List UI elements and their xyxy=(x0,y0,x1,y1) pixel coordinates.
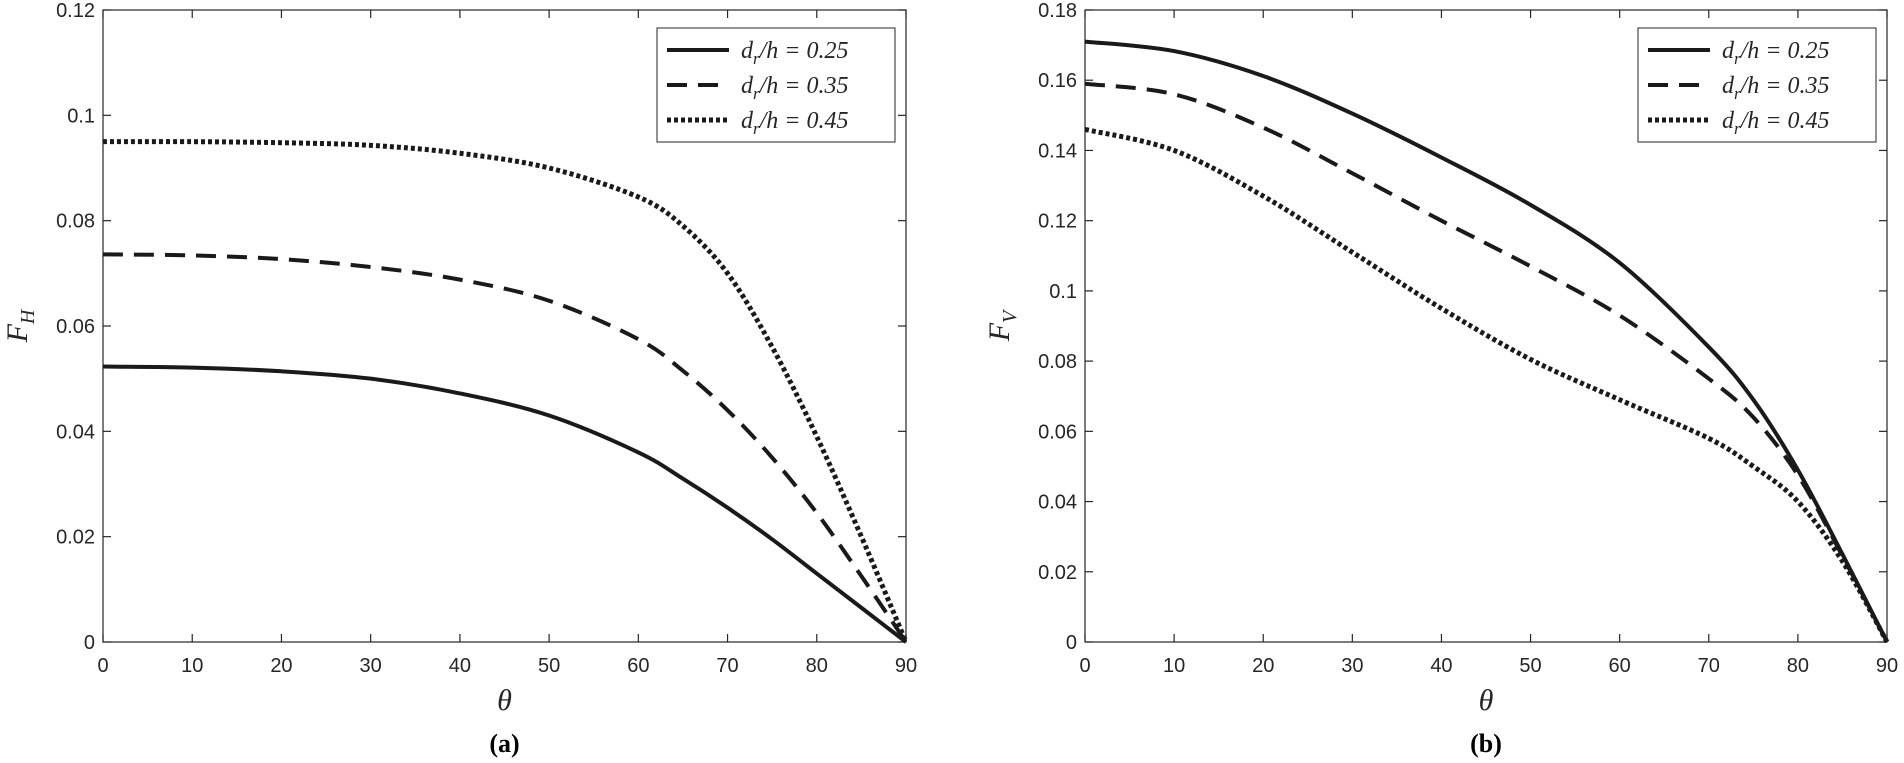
y-axis-label-subscript: V xyxy=(999,308,1021,323)
y-tick-label: 0.02 xyxy=(1038,562,1077,584)
x-tick-label: 50 xyxy=(1519,655,1541,677)
x-tick-label: 60 xyxy=(627,655,649,677)
series-line-dotted xyxy=(1084,126,1890,644)
panel-label: (a) xyxy=(489,729,519,758)
legend-text-part: /h = 0.25 xyxy=(758,38,849,64)
legend-text-part: /h = 0.35 xyxy=(758,73,849,99)
legend-box xyxy=(1637,27,1877,143)
x-tick-label: 90 xyxy=(1876,655,1898,677)
plot-area-b xyxy=(1084,9,1888,643)
legend-subscript: r xyxy=(753,84,760,103)
x-tick-label: 80 xyxy=(1787,655,1809,677)
series-line-solid xyxy=(102,364,908,644)
x-tick-label: 50 xyxy=(538,655,560,677)
series-line-solid xyxy=(1084,39,1889,643)
x-tick-label: 0 xyxy=(97,655,108,677)
legend-text-part: d xyxy=(1722,73,1735,99)
y-tick-label: 0 xyxy=(1066,632,1077,654)
legend-entry-label: dr/h = 0.45 xyxy=(1722,108,1830,138)
y-tick-label: 0.16 xyxy=(1038,70,1077,92)
y-tick-label: 0.06 xyxy=(1038,421,1077,443)
series-line-dashed xyxy=(1084,81,1889,643)
legend-text-part: /h = 0.35 xyxy=(1739,73,1830,99)
x-tick-label: 10 xyxy=(1163,655,1185,677)
y-tick-label: 0.08 xyxy=(1038,351,1077,373)
y-tick-label: 0.12 xyxy=(56,0,95,22)
y-axis-label-subscript: H xyxy=(17,308,39,325)
series-line-dotted xyxy=(102,139,909,643)
y-tick-label: 0.1 xyxy=(67,105,95,127)
legend-box xyxy=(656,27,896,143)
chart-panel-a: 0 10 20 30 40 50 60 70 80 90 0 0.02 0.04 0.06 0.08 0.1 0… xyxy=(1,0,917,758)
y-tick-label: 0.04 xyxy=(1038,492,1077,514)
x-tick-label: 60 xyxy=(1609,655,1631,677)
legend-text-part: /h = 0.45 xyxy=(1739,108,1830,134)
legend-text-part: d xyxy=(741,73,754,99)
x-tick-label: 70 xyxy=(716,655,738,677)
x-tick-label: 80 xyxy=(806,655,828,677)
y-tick-label: 0.18 xyxy=(1038,0,1077,22)
legend-text-part: d xyxy=(741,38,754,64)
x-axis-label: θ xyxy=(497,684,512,717)
x-tick-label: 10 xyxy=(181,655,203,677)
legend-subscript: r xyxy=(753,49,760,68)
legend-entry-label: dr/h = 0.45 xyxy=(741,108,849,138)
x-axis-label: θ xyxy=(1479,684,1494,717)
x-tick-label: 0 xyxy=(1079,655,1090,677)
panel-label: (b) xyxy=(1470,729,1502,758)
legend-text-part: d xyxy=(1722,38,1735,64)
legend-entry-label: dr/h = 0.35 xyxy=(1722,73,1830,103)
y-axis-label-main: F xyxy=(1,323,34,343)
y-tick-label: 0.04 xyxy=(56,421,95,443)
legend-subscript: r xyxy=(1734,49,1741,68)
x-tick-label: 20 xyxy=(270,655,292,677)
legend-text-part: /h = 0.25 xyxy=(1739,38,1830,64)
y-axis-label: FH xyxy=(1,308,39,343)
legend-text-part: d xyxy=(1722,108,1735,134)
x-tick-label: 90 xyxy=(895,655,917,677)
series-line-dashed xyxy=(102,252,908,644)
x-tick-label: 30 xyxy=(360,655,382,677)
x-tick-label: 40 xyxy=(449,655,471,677)
x-tick-label: 70 xyxy=(1698,655,1720,677)
y-tick-label: 0.02 xyxy=(56,527,95,549)
legend-entry-label: dr/h = 0.25 xyxy=(741,38,849,68)
legend-text-part: d xyxy=(741,108,754,134)
x-tick-label: 40 xyxy=(1430,655,1452,677)
legend-subscript: r xyxy=(1734,84,1741,103)
y-tick-label: 0.14 xyxy=(1038,140,1077,162)
legend-text-part: /h = 0.45 xyxy=(758,108,849,134)
legend-subscript: r xyxy=(753,119,760,138)
x-tick-label: 30 xyxy=(1341,655,1363,677)
y-axis-label-main: F xyxy=(983,322,1016,342)
y-tick-label: 0.06 xyxy=(56,316,95,338)
y-tick-label: 0.12 xyxy=(1038,211,1077,233)
y-axis-label: FV xyxy=(983,308,1021,342)
y-tick-label: 0.08 xyxy=(56,211,95,233)
legend-entry-label: dr/h = 0.35 xyxy=(741,73,849,103)
y-tick-label: 0 xyxy=(84,632,95,654)
y-tick-label: 0.1 xyxy=(1049,281,1077,303)
legend-subscript: r xyxy=(1734,119,1741,138)
legend-entry-label: dr/h = 0.25 xyxy=(1722,38,1830,68)
x-tick-label: 20 xyxy=(1252,655,1274,677)
chart-panel-b: 0 10 20 30 40 50 60 70 80 90 0 0.02 0.04 0.06 0.08 0.1 0… xyxy=(983,0,1898,758)
